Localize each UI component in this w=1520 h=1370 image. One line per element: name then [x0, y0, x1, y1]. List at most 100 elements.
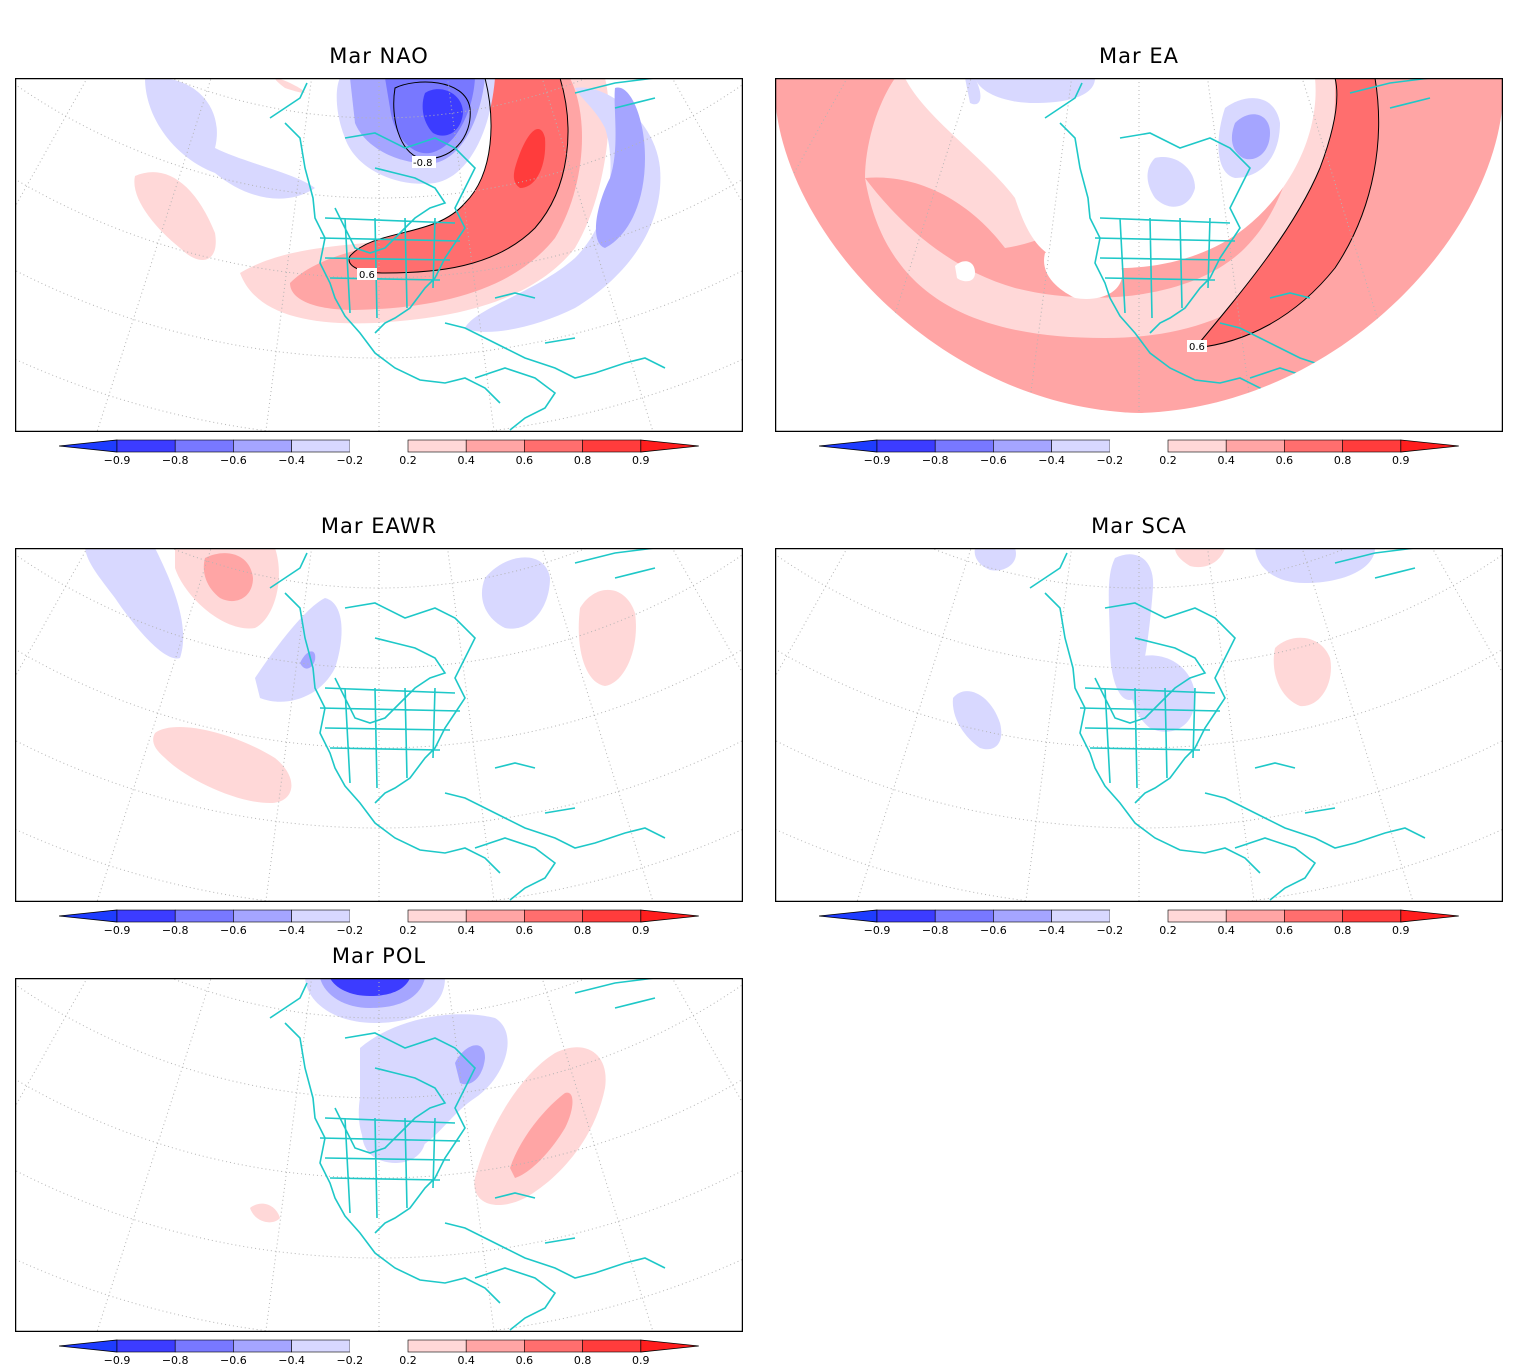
colorbar-swatch [876, 909, 936, 923]
negative-anomaly [952, 691, 1002, 750]
negative-anomaly [595, 87, 645, 248]
colorbar-tick-label: −0.4 [1038, 924, 1065, 936]
colorbar-swatch [465, 1339, 525, 1353]
colorbar-tick-label: 0.8 [574, 454, 592, 466]
colorbar-tick-label: 0.9 [632, 1354, 650, 1366]
negative-anomaly [975, 78, 1095, 103]
colorbar-tick-label: −0.2 [1096, 454, 1123, 466]
colorbar-tick-label: 0.6 [516, 454, 534, 466]
colorbar-tick-label: −0.6 [220, 1354, 247, 1366]
contour-line [1194, 78, 1380, 349]
colorbar-tick-label: −0.4 [278, 454, 305, 466]
colorbar-tick-label: −0.2 [336, 924, 363, 936]
colorbar-tick-label: 0.4 [1217, 924, 1235, 936]
correlation-map: -0.8 0.6 [15, 78, 743, 432]
colorbar-swatch [524, 439, 583, 453]
negative-anomaly [1255, 548, 1375, 583]
positive-anomaly [510, 1092, 573, 1178]
contour-line [393, 81, 471, 160]
negative-anomaly [145, 78, 315, 199]
coastline [1044, 78, 1441, 413]
negative-anomaly [255, 598, 342, 702]
colorbar-tick-label: −0.6 [980, 924, 1007, 936]
colorbar-swatch [1225, 909, 1285, 923]
positive-anomaly [203, 553, 253, 602]
correlation-map [15, 978, 743, 1332]
colorbar-tick-label: −0.8 [922, 924, 949, 936]
colorbar-tick-label: 0.9 [1392, 454, 1410, 466]
colorbar-tick-label: 0.8 [1334, 924, 1352, 936]
map-frame [15, 78, 743, 432]
colorbar-tick-label: 0.8 [574, 924, 592, 936]
colorbar-arrow-right [640, 439, 699, 453]
colorbar-swatch [582, 439, 642, 453]
colorbar-swatch [1051, 909, 1111, 923]
contour-label: 0.6 [359, 270, 375, 281]
coastline [269, 78, 666, 431]
colorbar-swatch [116, 1339, 176, 1353]
colorbar-arrow-right [640, 909, 699, 923]
colorbar-tick-label: 0.9 [632, 454, 650, 466]
colorbar-arrow-left [819, 909, 878, 923]
colorbar-swatch [934, 909, 994, 923]
colorbar-swatch [993, 439, 1052, 453]
colorbar-swatch [582, 909, 642, 923]
positive-anomaly [349, 78, 568, 273]
colorbar-swatch [1342, 909, 1402, 923]
colorbar: −0.9 −0.8 −0.6 −0.4 −0.2 0.2 0.4 0.6 0.8 0.9 [59, 909, 699, 936]
colorbar-swatch [934, 439, 994, 453]
positive-anomaly [578, 589, 636, 686]
colorbar-tick-label: 0.6 [1276, 454, 1294, 466]
colorbar-tick-label: 0.8 [1334, 454, 1352, 466]
colorbar-tick-label: −0.8 [162, 924, 189, 936]
colorbar-swatch [349, 1340, 408, 1352]
colorbar-tick-label: −0.9 [104, 924, 131, 936]
colorbar-arrow-left [59, 909, 118, 923]
colorbar-tick-label: −0.2 [336, 1354, 363, 1366]
map-frame [775, 78, 1503, 432]
negative-anomaly [1130, 655, 1195, 732]
negative-anomaly [481, 557, 550, 629]
colorbar-tick-label: −0.9 [104, 454, 131, 466]
colorbar-tick-label: 0.6 [516, 924, 534, 936]
panel-title: Mar SCA [1091, 514, 1187, 538]
colorbar-swatch [1051, 439, 1111, 453]
colorbar-arrow-left [59, 1339, 118, 1353]
colorbar-tick-label: 0.8 [574, 1354, 592, 1366]
panel-title: Mar EAWR [320, 514, 438, 538]
colorbar-swatch [1225, 439, 1285, 453]
colorbar: −0.9 −0.8 −0.6 −0.4 −0.2 0.2 0.4 0.6 0.8 0.9 [59, 439, 699, 466]
colorbar-tick-label: 0.2 [1159, 454, 1177, 466]
colorbar-tick-label: 0.2 [399, 1354, 417, 1366]
positive-anomaly [513, 129, 546, 188]
colorbar-swatch [1284, 439, 1343, 453]
positive-anomaly [865, 78, 1335, 338]
positive-anomaly [1273, 637, 1331, 707]
colorbar-swatch [291, 439, 351, 453]
positive-anomaly [153, 727, 292, 803]
colorbar: −0.9 −0.8 −0.6 −0.4 −0.2 0.2 0.4 0.6 0.8 0.9 [819, 909, 1459, 936]
colorbar-swatch [116, 439, 176, 453]
colorbar-swatch [465, 439, 525, 453]
colorbar-swatch [233, 909, 292, 923]
map-frame [15, 548, 743, 902]
colorbar-swatch [407, 439, 467, 453]
colorbar-tick-label: −0.9 [104, 1354, 131, 1366]
negative-anomaly [330, 978, 410, 996]
colorbar-tick-label: 0.4 [1217, 454, 1235, 466]
colorbar-swatch [993, 909, 1052, 923]
colorbar-swatch [1342, 439, 1402, 453]
colorbar: −0.9 −0.8 −0.6 −0.4 −0.2 0.2 0.4 0.6 0.8 0.9 [59, 1339, 699, 1366]
negative-anomaly [465, 87, 661, 332]
colorbar-swatch [582, 1339, 642, 1353]
positive-anomaly [250, 1203, 280, 1223]
colorbar-arrow-right [1400, 439, 1459, 453]
colorbar-tick-label: −0.2 [336, 454, 363, 466]
colorbar-swatch [1109, 910, 1168, 922]
coastline [269, 548, 666, 901]
coastline [1029, 548, 1426, 901]
colorbar-tick-label: 0.6 [516, 1354, 534, 1366]
colorbar-tick-label: 0.9 [632, 924, 650, 936]
colorbar-tick-label: 0.2 [1159, 924, 1177, 936]
colorbar-tick-label: 0.6 [1276, 924, 1294, 936]
